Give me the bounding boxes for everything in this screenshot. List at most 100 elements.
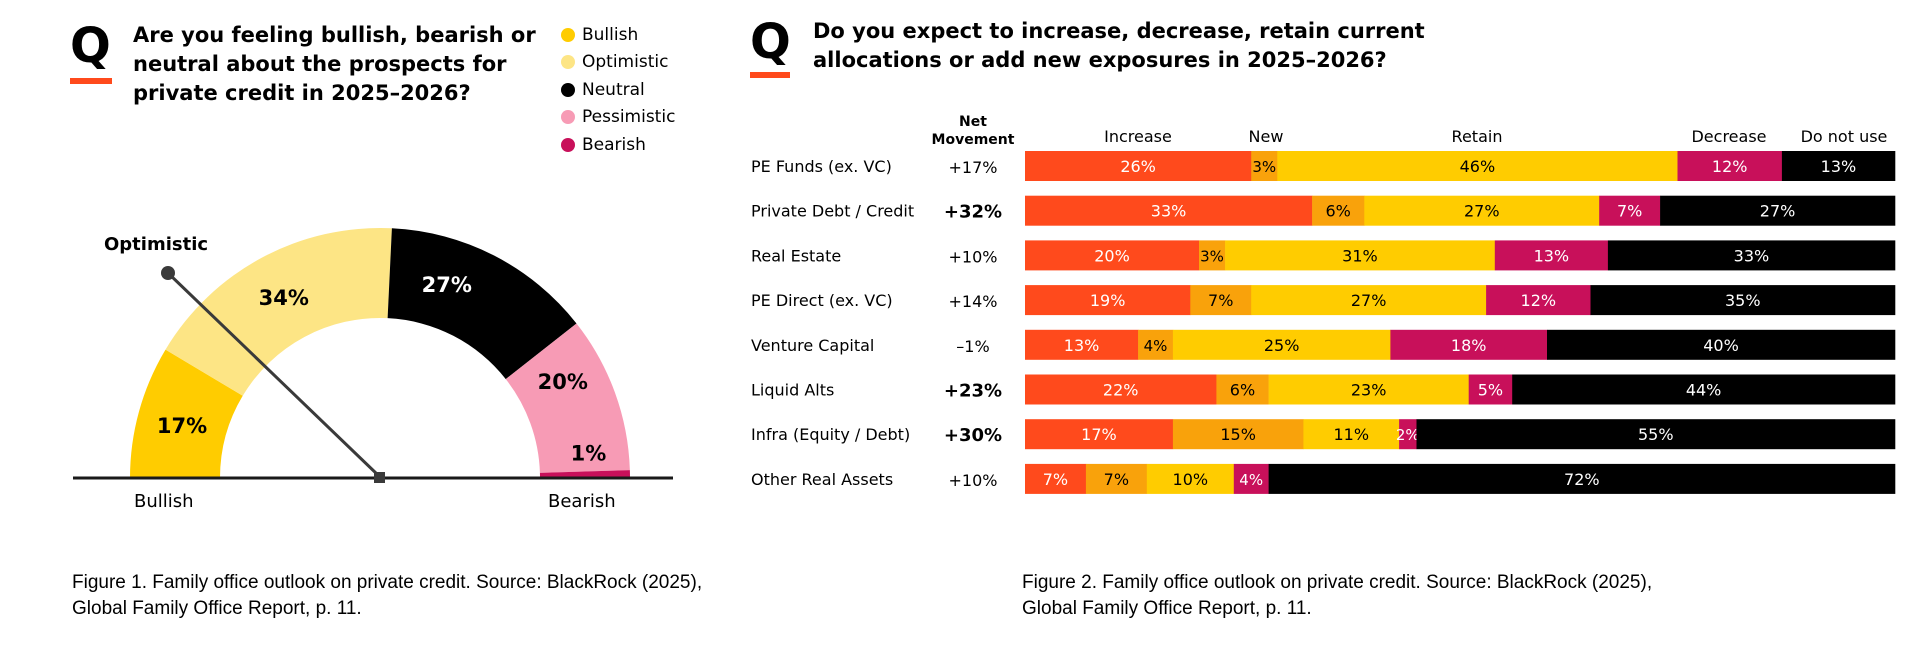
bar-segment-do-not-use	[1268, 463, 1896, 494]
bar-segment-do-not-use	[1660, 195, 1896, 226]
bar-value-label: 18%	[1451, 336, 1487, 355]
gauge-segment-pessimistic	[505, 323, 630, 473]
bar-value-label: 44%	[1686, 381, 1722, 400]
bar-segment-new	[1172, 419, 1304, 450]
row-label: Real Estate	[751, 246, 841, 265]
legend-dot-icon	[561, 82, 575, 97]
row-net-movement: +32%	[944, 202, 1002, 223]
right-q-icon: Q	[750, 14, 791, 70]
gauge-value-label: 27%	[422, 273, 472, 297]
bar-value-label: 33%	[1734, 246, 1770, 265]
left-title-line: neutral about the prospects for	[133, 52, 507, 76]
bar-value-label: 13%	[1821, 157, 1857, 176]
bar-segment-do-not-use	[1547, 329, 1896, 360]
bar-segment-decrease	[1399, 419, 1417, 450]
bar-segment-do-not-use	[1416, 419, 1896, 450]
legend-label: Pessimistic	[582, 107, 676, 128]
bar-value-label: 10%	[1173, 470, 1209, 489]
segment-header: Decrease	[1691, 127, 1766, 146]
gauge-chart: 17% 34% 27% 20% 1% Optimistic Bullish Bearish	[73, 228, 673, 512]
bar-value-label: 23%	[1351, 381, 1387, 400]
left-q-underline	[70, 78, 112, 84]
bar-value-label: 13%	[1534, 246, 1570, 265]
legend-dot-icon	[561, 27, 575, 42]
bar-value-label: 2%	[1396, 426, 1420, 444]
bar-segment-decrease	[1468, 374, 1513, 405]
bar-segment-retain	[1251, 285, 1487, 316]
bar-segment-decrease	[1494, 240, 1609, 271]
right-caption-line: Figure 2. Family office outlook on priva…	[1022, 572, 1653, 593]
stacked-bar-chart: Net Movement Increase New Retain Decrease Do n…	[751, 114, 1896, 494]
bar-value-label: 26%	[1120, 157, 1156, 176]
gauge-value-label: 1%	[571, 441, 607, 465]
bar-value-label: 20%	[1094, 246, 1130, 265]
bar-segment-increase	[1025, 329, 1139, 360]
bar-segment-decrease	[1233, 463, 1269, 494]
bar-value-label: 27%	[1351, 291, 1387, 310]
gauge-pointer-line	[166, 271, 381, 478]
row-net-movement: +30%	[944, 425, 1002, 446]
right-caption: Figure 2. Family office outlook on priva…	[1022, 570, 1652, 622]
bar-segment-new	[1138, 329, 1174, 360]
right-caption-line: Global Family Office Report, p. 11.	[1022, 598, 1312, 619]
legend-label: Optimistic	[582, 52, 669, 73]
bar-value-label: 27%	[1464, 202, 1500, 221]
left-caption-line: Global Family Office Report, p. 11.	[72, 598, 362, 619]
gauge-segment-bearish	[539, 470, 630, 478]
segment-header: Increase	[1104, 127, 1172, 146]
bar-value-label: 5%	[1478, 381, 1503, 400]
bar-value-label: 6%	[1230, 381, 1255, 400]
legend-label: Neutral	[582, 79, 645, 100]
bar-segment-decrease	[1390, 329, 1548, 360]
bar-value-label: 3%	[1200, 247, 1224, 265]
row-label: Other Real Assets	[751, 470, 893, 489]
row-net-movement: +17%	[949, 158, 998, 177]
bar-segment-decrease	[1486, 285, 1591, 316]
legend-dot-icon	[561, 110, 575, 125]
gauge-value-label: 34%	[259, 286, 309, 310]
row-net-movement: +10%	[949, 247, 998, 266]
gauge-axis-label-bearish: Bearish	[548, 491, 616, 512]
bar-segment-decrease	[1599, 195, 1661, 226]
bar-value-label: 11%	[1333, 425, 1369, 444]
bar-segment-new	[1251, 151, 1278, 181]
bar-segment-increase	[1025, 463, 1087, 494]
bar-value-label: 7%	[1208, 291, 1233, 310]
bar-segment-do-not-use	[1512, 374, 1896, 405]
bar-segment-new	[1312, 195, 1365, 226]
row-net-movement: +10%	[949, 471, 998, 490]
bar-value-label: 6%	[1326, 202, 1351, 221]
bar-segment-retain	[1268, 374, 1469, 405]
legend-label: Bearish	[582, 134, 646, 155]
bar-segment-decrease	[1677, 151, 1783, 181]
gauge-segment-neutral	[387, 228, 577, 380]
bar-value-label: 17%	[1081, 425, 1117, 444]
right-question-title: Do you expect to increase, decrease, ret…	[813, 17, 1425, 75]
bar-segment-retain	[1146, 463, 1235, 494]
gauge-segment-bullish	[130, 349, 243, 478]
left-legend: Bullish Optimistic Neutral Pessimistic B…	[561, 21, 675, 159]
left-question-title: Are you feeling bullish, bearish or neut…	[133, 21, 536, 108]
left-title-line: private credit in 2025–2026?	[133, 81, 471, 105]
bar-value-label: 72%	[1564, 470, 1600, 489]
net-movement-header: Net	[959, 114, 987, 130]
bar-value-label: 35%	[1725, 291, 1761, 310]
left-q-icon: Q	[70, 18, 111, 74]
bar-segment-retain	[1225, 240, 1496, 271]
bar-value-label: 7%	[1104, 470, 1129, 489]
bar-segment-retain	[1172, 329, 1391, 360]
legend-item-bullish: Bullish	[561, 21, 675, 49]
bar-value-label: 40%	[1703, 336, 1739, 355]
row-label: Infra (Equity / Debt)	[751, 425, 910, 444]
right-title-line: Do you expect to increase, decrease, ret…	[813, 19, 1425, 43]
gauge-pointer-tip	[161, 266, 175, 280]
bar-value-label: 19%	[1090, 291, 1126, 310]
bar-segment-increase	[1025, 195, 1313, 226]
bar-value-label: 31%	[1342, 246, 1378, 265]
bar-segment-increase	[1025, 151, 1252, 181]
legend-item-neutral: Neutral	[561, 76, 675, 104]
net-movement-header: Movement	[932, 132, 1015, 148]
segment-header: New	[1249, 127, 1284, 146]
row-label: Venture Capital	[751, 336, 874, 355]
bar-segment-new	[1199, 240, 1226, 271]
